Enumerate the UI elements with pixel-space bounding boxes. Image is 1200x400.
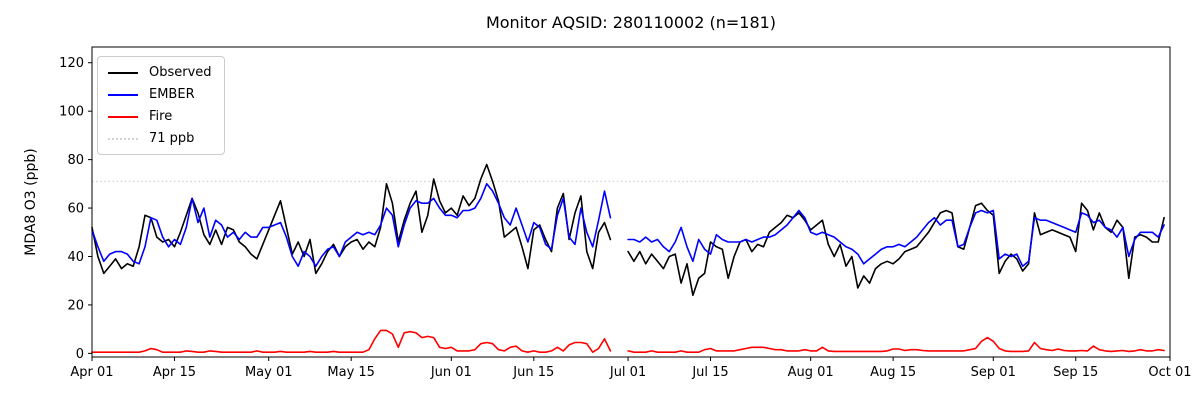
legend-line-sample-icon [108,71,138,74]
x-tick-label: Aug 01 [788,365,834,380]
legend-item-label: Fire [149,109,173,124]
x-tick-label: Apr 15 [153,365,196,380]
series-ember-line [91,183,1165,267]
legend-line-sample-icon [108,115,138,118]
x-tick-label: Jun 15 [512,365,554,380]
legend-item-label: 71 ppb [149,131,195,146]
legend-item-ember: EMBER [108,87,212,102]
x-tick-label: Oct 01 [1148,365,1191,380]
x-tick-label: Jul 01 [609,365,646,380]
legend-line-sample-icon [108,93,138,96]
legend-line-sample-icon [108,137,138,140]
y-tick-label: 120 [59,56,84,71]
y-tick-label: 80 [67,153,84,168]
x-tick-label: Jun 01 [430,365,472,380]
y-tick-label: 100 [59,105,84,120]
plot-frame [91,46,1171,358]
x-tick-label: Sep 01 [971,365,1016,380]
legend: Observed EMBER Fire 71 ppb [97,56,225,155]
series-observed-line [91,163,1165,296]
x-tick-label: May 15 [327,365,375,380]
chart-title: Monitor AQSID: 280110002 (n=181) [485,13,777,32]
legend-item-label: Observed [149,65,212,80]
x-tick-label: Jul 15 [691,365,728,380]
y-tick-label: 0 [76,347,84,362]
legend-item-observed: Observed [108,65,212,80]
y-axis-label: MDA8 O3 (ppb) [23,148,39,256]
legend-item-71-ppb: 71 ppb [108,131,212,146]
x-tick-label: May 01 [245,365,293,380]
x-tick-label: Aug 15 [870,365,916,380]
x-tick-label: Apr 01 [70,365,113,380]
series-fire-line [91,329,1165,353]
x-tick-label: Sep 15 [1053,365,1098,380]
y-tick-label: 40 [67,250,84,265]
legend-item-label: EMBER [149,87,195,102]
y-tick-label: 60 [67,202,84,217]
y-tick-label: 20 [67,298,84,313]
legend-item-fire: Fire [108,109,212,124]
